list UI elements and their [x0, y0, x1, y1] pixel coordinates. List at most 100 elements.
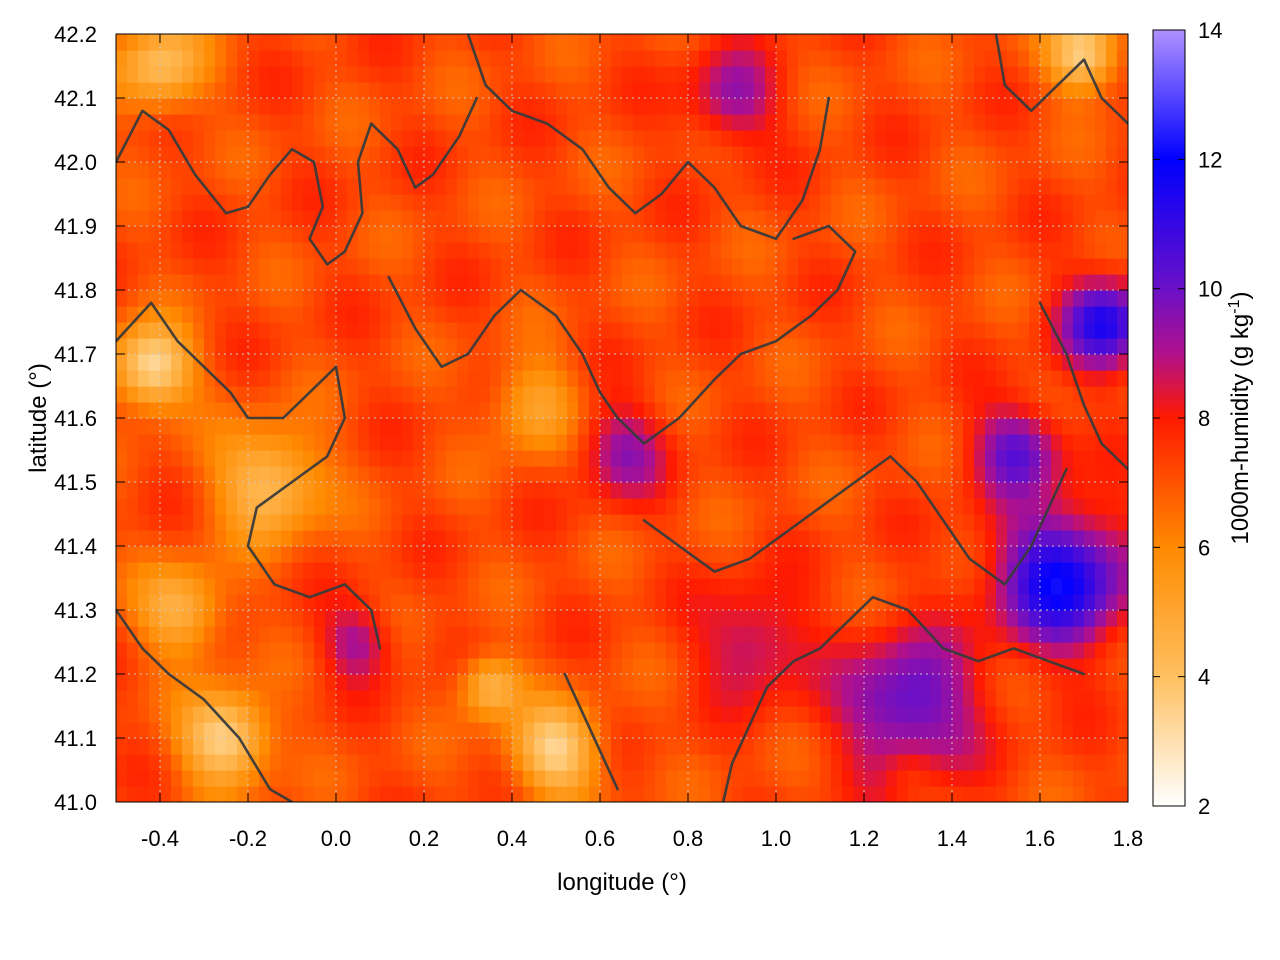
- heatmap-cell: [611, 130, 623, 147]
- heatmap-cell: [1084, 562, 1096, 579]
- heatmap-cell: [666, 274, 678, 291]
- heatmap-cell: [347, 434, 359, 451]
- heatmap-cell: [644, 114, 656, 131]
- heatmap-cell: [446, 258, 458, 275]
- heatmap-cell: [116, 290, 128, 307]
- heatmap-cell: [182, 466, 194, 483]
- heatmap-cell: [875, 578, 887, 595]
- heatmap-cell: [842, 274, 854, 291]
- heatmap-cell: [281, 162, 293, 179]
- heatmap-cell: [402, 338, 414, 355]
- heatmap-cell: [864, 626, 876, 643]
- heatmap-cell: [699, 722, 711, 739]
- heatmap-cell: [215, 498, 227, 515]
- heatmap-cell: [1029, 322, 1041, 339]
- heatmap-cell: [380, 546, 392, 563]
- heatmap-cell: [424, 578, 436, 595]
- heatmap-cell: [1051, 418, 1063, 435]
- heatmap-cell: [809, 434, 821, 451]
- heatmap-cell: [413, 770, 425, 787]
- heatmap-cell: [138, 226, 150, 243]
- heatmap-cell: [490, 610, 502, 627]
- heatmap-cell: [864, 674, 876, 691]
- heatmap-cell: [864, 722, 876, 739]
- heatmap-cell: [358, 706, 370, 723]
- heatmap-cell: [226, 418, 238, 435]
- heatmap-cell: [974, 194, 986, 211]
- heatmap-cell: [402, 466, 414, 483]
- heatmap-cell: [270, 210, 282, 227]
- heatmap-cell: [776, 434, 788, 451]
- heatmap-cell: [1029, 434, 1041, 451]
- heatmap-cell: [160, 594, 172, 611]
- heatmap-cell: [820, 754, 832, 771]
- heatmap-cell: [644, 66, 656, 83]
- heatmap-cell: [1051, 50, 1063, 67]
- heatmap-cell: [985, 82, 997, 99]
- heatmap-cell: [468, 562, 480, 579]
- heatmap-cell: [699, 34, 711, 51]
- heatmap-cell: [875, 50, 887, 67]
- heatmap-cell: [919, 162, 931, 179]
- heatmap-cell: [479, 402, 491, 419]
- heatmap-cell: [292, 322, 304, 339]
- heatmap-cell: [270, 706, 282, 723]
- heatmap-cell: [666, 194, 678, 211]
- heatmap-cell: [754, 386, 766, 403]
- heatmap-cell: [611, 658, 623, 675]
- heatmap-cell: [1117, 34, 1128, 51]
- heatmap-cell: [875, 402, 887, 419]
- heatmap-cell: [347, 594, 359, 611]
- heatmap-cell: [182, 706, 194, 723]
- heatmap-cell: [963, 274, 975, 291]
- heatmap-cell: [589, 626, 601, 643]
- heatmap-cell: [325, 770, 337, 787]
- heatmap-cell: [622, 66, 634, 83]
- heatmap-cell: [952, 178, 964, 195]
- heatmap-cell: [369, 354, 381, 371]
- heatmap-cell: [567, 146, 579, 163]
- heatmap-cell: [446, 562, 458, 579]
- heatmap-cell: [666, 434, 678, 451]
- heatmap-cell: [655, 114, 667, 131]
- heatmap-cell: [325, 786, 337, 802]
- heatmap-cell: [897, 338, 909, 355]
- heatmap-cell: [127, 642, 139, 659]
- heatmap-cell: [743, 738, 755, 755]
- heatmap-cell: [138, 514, 150, 531]
- heatmap-cell: [204, 178, 216, 195]
- heatmap-cell: [259, 306, 271, 323]
- heatmap-cell: [1040, 754, 1052, 771]
- heatmap-cell: [655, 34, 667, 51]
- heatmap-cell: [578, 50, 590, 67]
- heatmap-cell: [809, 402, 821, 419]
- heatmap-cell: [204, 786, 216, 802]
- heatmap-cell: [1106, 754, 1118, 771]
- heatmap-cell: [809, 274, 821, 291]
- heatmap-cell: [259, 658, 271, 675]
- heatmap-cell: [545, 578, 557, 595]
- heatmap-cell: [798, 242, 810, 259]
- heatmap-cell: [1084, 242, 1096, 259]
- heatmap-cell: [1106, 50, 1118, 67]
- heatmap-cell: [215, 626, 227, 643]
- heatmap-cell: [963, 322, 975, 339]
- heatmap-cell: [1018, 50, 1030, 67]
- heatmap-cell: [556, 242, 568, 259]
- heatmap-cell: [710, 258, 722, 275]
- heatmap-cell: [666, 50, 678, 67]
- heatmap-cell: [721, 706, 733, 723]
- heatmap-cell: [1051, 754, 1063, 771]
- heatmap-cell: [1029, 194, 1041, 211]
- y-tick-label: 41.7: [54, 342, 97, 367]
- heatmap-cell: [270, 194, 282, 211]
- heatmap-cell: [259, 610, 271, 627]
- heatmap-cell: [1051, 530, 1063, 547]
- heatmap-cell: [633, 386, 645, 403]
- heatmap-cell: [732, 722, 744, 739]
- heatmap-cell: [138, 130, 150, 147]
- heatmap-cell: [512, 66, 524, 83]
- heatmap-cell: [149, 754, 161, 771]
- heatmap-cell: [809, 146, 821, 163]
- heatmap-cell: [545, 370, 557, 387]
